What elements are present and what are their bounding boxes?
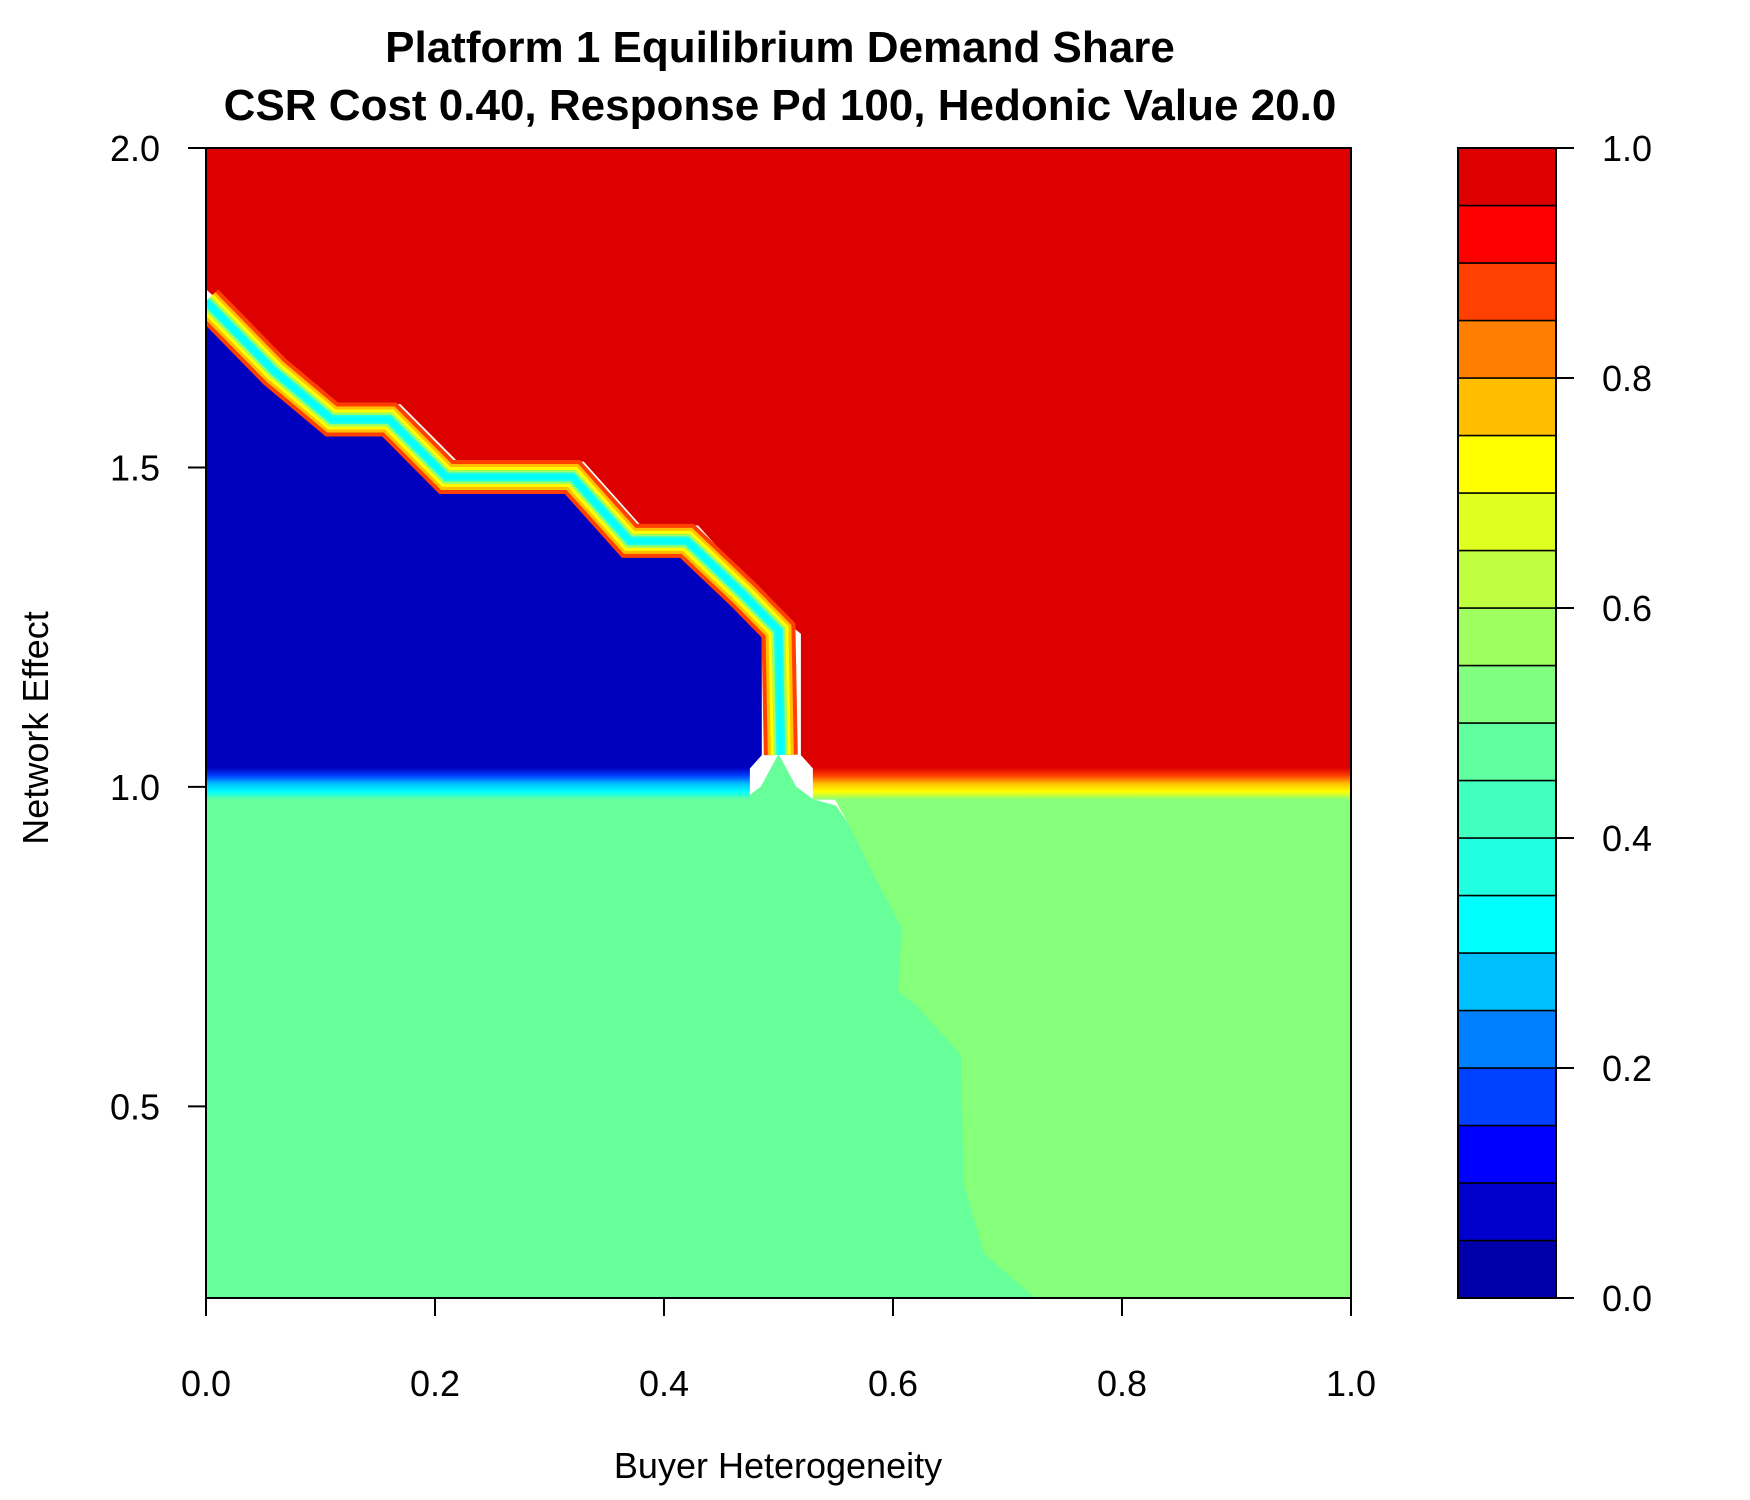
legend-swatch-18 <box>1457 204 1557 264</box>
y-tick-label: 1.5 <box>110 447 160 488</box>
chart-title: Platform 1 Equilibrium Demand Share <box>385 23 1175 72</box>
legend-swatch-9 <box>1457 722 1557 782</box>
legend-swatch-19 <box>1457 147 1557 207</box>
legend-frame <box>1457 147 1557 1299</box>
x-tick-label: 1.0 <box>1326 1363 1376 1404</box>
legend-swatch-11 <box>1457 607 1557 667</box>
x-axis: 0.0 0.2 0.4 0.6 0.8 1.0 <box>181 1297 1376 1404</box>
legend-swatch-5 <box>1457 952 1557 1012</box>
color-legend: 0.0 0.2 0.4 0.6 0.8 1.0 <box>1457 128 1652 1319</box>
legend-tick-label: 1.0 <box>1602 128 1652 169</box>
x-axis-label: Buyer Heterogeneity <box>614 1445 942 1486</box>
chart-subtitle: CSR Cost 0.40, Response Pd 100, Hedonic … <box>224 81 1337 130</box>
x-tick-label: 0.4 <box>639 1363 689 1404</box>
transition-edges <box>206 289 798 756</box>
x-tick-label: 0.2 <box>410 1363 460 1404</box>
legend-swatch-8 <box>1457 779 1557 839</box>
legend-tick-label: 0.4 <box>1602 818 1652 859</box>
legend-swatch-12 <box>1457 549 1557 609</box>
y-tick-label: 1.0 <box>110 767 160 808</box>
staircase-edge-layer-5 <box>206 299 784 755</box>
x-tick-label: 0.6 <box>868 1363 918 1404</box>
legend-swatch-7 <box>1457 837 1557 897</box>
region-low-network-right <box>834 799 1351 1298</box>
legend-swatch-3 <box>1457 1067 1557 1127</box>
lower-edge-band-left <box>206 767 750 800</box>
legend-swatch-15 <box>1457 377 1557 437</box>
legend-swatch-1 <box>1457 1182 1557 1242</box>
legend-tick-label: 0.0 <box>1602 1278 1652 1319</box>
legend-swatch-16 <box>1457 319 1557 379</box>
plot-area <box>206 148 1351 1298</box>
lower-edge-band-right <box>812 767 1351 800</box>
legend-swatch-0 <box>1457 1239 1557 1299</box>
legend-swatch-10 <box>1457 664 1557 724</box>
legend-swatch-14 <box>1457 434 1557 494</box>
legend-swatch-17 <box>1457 262 1557 322</box>
regions-layer <box>206 148 1351 1298</box>
legend-tick-label: 0.2 <box>1602 1048 1652 1089</box>
x-tick-label: 0.8 <box>1097 1363 1147 1404</box>
legend-swatch-2 <box>1457 1124 1557 1184</box>
y-tick-label: 0.5 <box>110 1086 160 1127</box>
legend-tick-label: 0.6 <box>1602 588 1652 629</box>
x-tick-label: 0.0 <box>181 1363 231 1404</box>
y-axis: 0.5 1.0 1.5 2.0 <box>110 128 207 1298</box>
legend-swatch-4 <box>1457 1009 1557 1069</box>
y-axis-label: Network Effect <box>15 611 56 844</box>
legend-swatch-13 <box>1457 492 1557 552</box>
legend-tick-label: 0.8 <box>1602 358 1652 399</box>
y-tick-label: 2.0 <box>110 128 160 169</box>
legend-swatch-6 <box>1457 894 1557 954</box>
